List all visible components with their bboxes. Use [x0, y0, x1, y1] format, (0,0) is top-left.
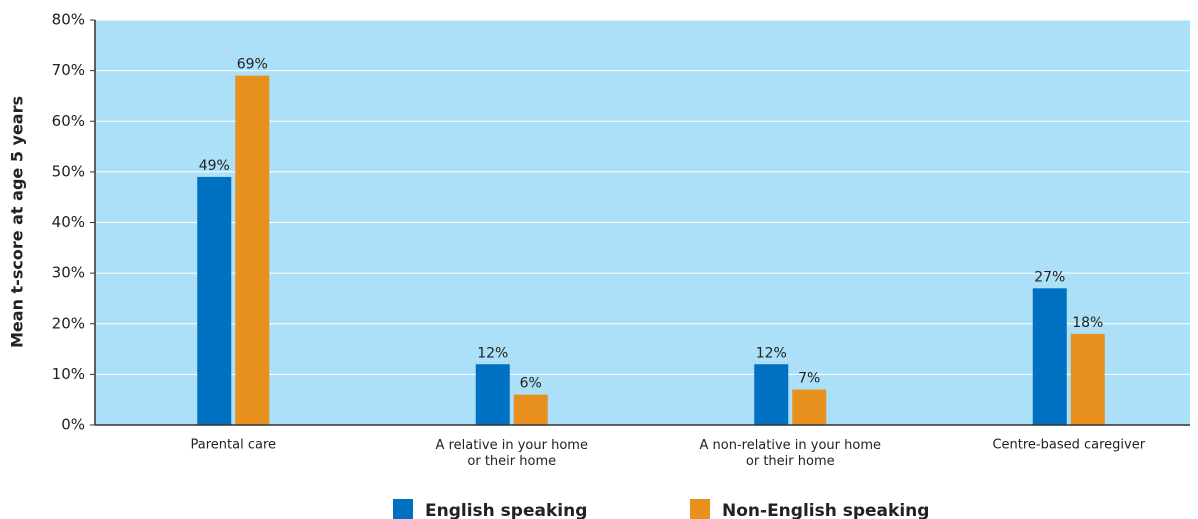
value-label: 49% [199, 158, 230, 174]
y-tick-label: 50% [52, 162, 85, 180]
y-tick-label: 20% [52, 314, 85, 332]
bar [235, 75, 270, 425]
value-label: 6% [520, 376, 542, 392]
bar [792, 389, 827, 425]
x-tick-label: A non-relative in your home or their home [699, 438, 881, 469]
legend-label: Non-English speaking [722, 501, 929, 519]
y-tick-label: 70% [52, 61, 85, 79]
y-tick-label: 0% [61, 416, 85, 434]
legend-label: English speaking [425, 501, 587, 519]
value-label: 12% [477, 345, 508, 361]
bar [513, 394, 548, 425]
x-tick-label: A relative in your home or their home [436, 438, 588, 469]
x-tick-label: Parental care [191, 438, 277, 453]
value-label: 7% [798, 371, 820, 387]
bar [754, 364, 789, 425]
value-label: 18% [1072, 315, 1103, 331]
y-tick-label: 60% [52, 112, 85, 130]
value-label: 69% [237, 57, 268, 73]
y-tick-label: 80% [52, 11, 85, 29]
y-axis-label: Mean t-score at age 5 years [8, 96, 27, 348]
bar [197, 176, 232, 425]
y-tick-label: 30% [52, 264, 85, 282]
value-label: 12% [756, 345, 787, 361]
bar [475, 364, 510, 425]
legend-swatch [393, 499, 413, 519]
x-tick-label: Centre-based caregiver [992, 438, 1145, 453]
bar [1032, 288, 1067, 425]
y-tick-label: 40% [52, 213, 85, 231]
value-label: 27% [1034, 269, 1065, 285]
legend-swatch [690, 499, 710, 519]
y-tick-label: 10% [52, 365, 85, 383]
bar [1070, 333, 1105, 425]
